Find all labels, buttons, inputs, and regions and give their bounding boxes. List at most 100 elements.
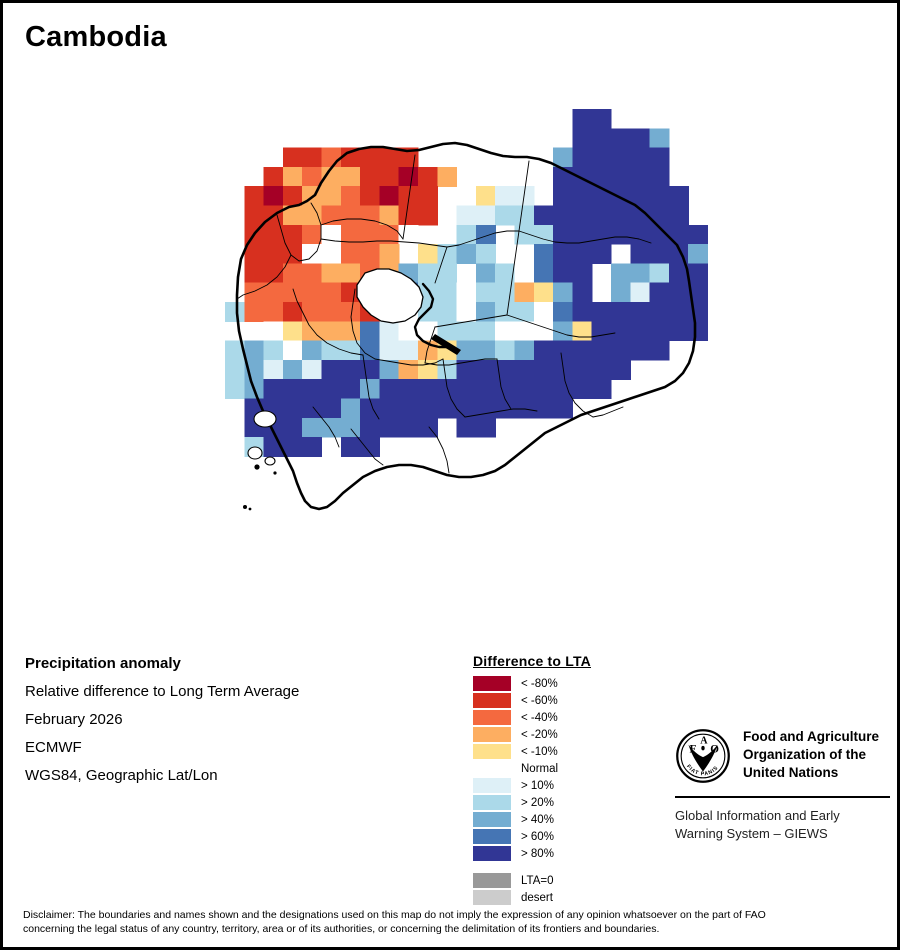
- raster-cell: [611, 340, 631, 361]
- raster-cell: [495, 302, 516, 322]
- raster-cell: [553, 147, 573, 168]
- raster-cell: [398, 224, 419, 245]
- raster-cell: [263, 263, 284, 284]
- legend-class-row: > 20%: [473, 794, 591, 811]
- raster-cell: [360, 166, 380, 187]
- raster-cell: [611, 224, 631, 245]
- info-line-period: February 2026: [25, 711, 123, 728]
- raster-cell: [321, 417, 342, 438]
- raster-cell: [263, 321, 284, 342]
- raster-cell: [360, 205, 380, 226]
- raster-cell: [495, 263, 516, 284]
- raster-cell: [572, 302, 593, 322]
- raster-cell: [649, 340, 670, 361]
- fao-org-line-1: Food and Agriculture: [743, 729, 879, 744]
- legend-class-row: < -10%: [473, 743, 591, 760]
- raster-cell: [398, 321, 419, 342]
- raster-cell: [302, 379, 323, 400]
- raster-cell: [360, 321, 380, 342]
- raster-cell: [475, 282, 496, 303]
- raster-cell: [456, 398, 477, 419]
- raster-cell: [263, 340, 284, 361]
- raster-cell: [282, 244, 303, 264]
- raster-cell: [533, 302, 554, 322]
- raster-cell: [630, 147, 651, 168]
- raster-cell: [244, 205, 265, 226]
- raster-cell: [263, 359, 284, 380]
- raster-cell: [418, 205, 438, 226]
- raster-cell: [495, 398, 516, 419]
- raster-cell: [360, 186, 380, 207]
- raster-cell: [379, 379, 400, 400]
- raster-cell: [398, 398, 419, 419]
- raster-cell: [263, 398, 284, 419]
- raster-cell: [437, 166, 458, 187]
- fao-logo-row: F A O FIAT PANIS Food and Agriculture Or…: [675, 728, 890, 784]
- raster-cell: [514, 379, 535, 400]
- raster-cell: [302, 437, 323, 457]
- raster-cell: [225, 224, 245, 245]
- raster-cell: [437, 263, 458, 284]
- legend-class-swatch: [473, 727, 511, 742]
- raster-cell: [302, 166, 323, 187]
- raster-cell: [475, 379, 496, 400]
- raster-cell: [591, 205, 612, 226]
- raster-cell: [533, 340, 554, 361]
- disclaimer-line-1: Disclaimer: The boundaries and names sho…: [23, 909, 766, 921]
- raster-cell: [321, 224, 342, 245]
- raster-cell: [668, 244, 689, 264]
- legend-class-label: < -80%: [521, 677, 558, 690]
- raster-cell: [553, 224, 573, 245]
- legend-class-row: > 60%: [473, 828, 591, 845]
- raster-cell: [475, 244, 496, 264]
- legend-class-label: < -20%: [521, 728, 558, 741]
- raster-cell: [244, 282, 265, 303]
- raster-cell: [282, 302, 303, 322]
- raster-cell: [553, 302, 573, 322]
- legend-class-label: > 40%: [521, 813, 554, 826]
- raster-cell: [611, 359, 631, 380]
- raster-cell: [591, 128, 612, 149]
- raster-cell: [340, 398, 361, 419]
- raster-cell: [649, 224, 670, 245]
- raster-cell: [321, 263, 342, 284]
- legend-extra-row: desert: [473, 889, 591, 906]
- raster-cell: [282, 166, 303, 187]
- legend-extra-list: LTA=0 desert: [473, 872, 591, 906]
- raster-cell: [360, 417, 380, 438]
- raster-cell: [572, 359, 593, 380]
- raster-cell: [302, 244, 323, 264]
- raster-cell: [572, 244, 593, 264]
- raster-cell: [340, 205, 361, 226]
- raster-cell: [379, 340, 400, 361]
- raster-cell: [379, 263, 400, 284]
- legend-extra-swatch: [473, 873, 511, 888]
- raster-cell: [649, 282, 670, 303]
- raster-cell: [379, 321, 400, 342]
- info-line-source: ECMWF: [25, 739, 82, 756]
- raster-cell: [572, 224, 593, 245]
- raster-cell: [572, 147, 593, 168]
- giews-line-2: Warning System – GIEWS: [675, 826, 828, 842]
- legend-title: Difference to LTA: [473, 653, 591, 669]
- raster-cell: [263, 166, 284, 187]
- svg-text:F: F: [690, 744, 697, 756]
- raster-cell: [302, 205, 323, 226]
- raster-cell: [572, 379, 593, 400]
- raster-cell: [495, 379, 516, 400]
- raster-cell: [630, 128, 651, 149]
- legend-class-swatch: [473, 761, 511, 776]
- raster-cell: [649, 186, 670, 207]
- page-title: Cambodia: [25, 21, 167, 53]
- raster-cell: [282, 417, 303, 438]
- raster-cell: [282, 340, 303, 361]
- raster-cell: [688, 282, 709, 303]
- raster-cell: [418, 359, 438, 380]
- raster-cell: [379, 186, 400, 207]
- raster-cell: [418, 263, 438, 284]
- raster-cell: [668, 186, 689, 207]
- raster-cell: [360, 147, 380, 168]
- raster-cell: [514, 263, 535, 284]
- raster-cell: [572, 205, 593, 226]
- legend-class-swatch: [473, 846, 511, 861]
